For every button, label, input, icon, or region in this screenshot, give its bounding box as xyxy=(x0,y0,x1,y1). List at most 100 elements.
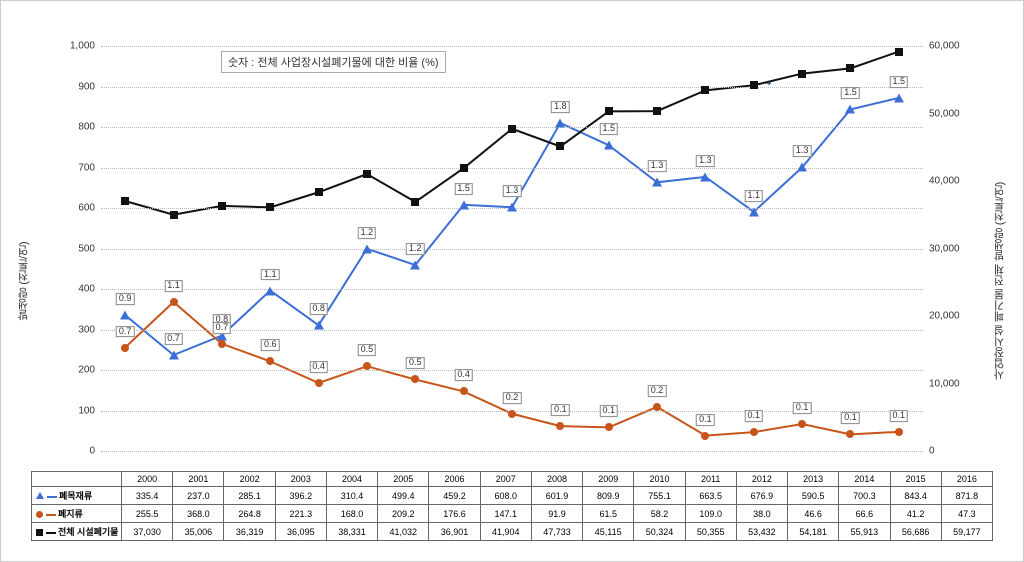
table-cell: 368.0 xyxy=(173,505,224,523)
table-cell: 41,032 xyxy=(378,523,429,541)
table-cell: 221.3 xyxy=(275,505,326,523)
data-marker xyxy=(121,197,129,205)
data-label: 1.5 xyxy=(454,183,473,195)
table-cell: 871.8 xyxy=(941,487,992,505)
data-marker xyxy=(120,311,130,320)
data-label: 1.2 xyxy=(406,243,425,255)
data-marker xyxy=(266,203,274,211)
y-tick-right: 40,000 xyxy=(923,176,960,187)
y-tick-left: 500 xyxy=(78,243,101,254)
data-label: 0.7 xyxy=(213,322,232,334)
gridline xyxy=(101,451,923,452)
data-label: 0.9 xyxy=(116,293,135,305)
data-marker xyxy=(363,170,371,178)
data-marker xyxy=(798,420,806,428)
table-cell: 41.2 xyxy=(890,505,941,523)
y-tick-left: 100 xyxy=(78,405,101,416)
y-tick-left: 400 xyxy=(78,284,101,295)
table-cell: 38,331 xyxy=(326,523,377,541)
data-marker xyxy=(266,357,274,365)
table-year-header: 2011 xyxy=(685,472,736,487)
data-label: 0.7 xyxy=(164,333,183,345)
table-year-header: 2003 xyxy=(275,472,326,487)
data-marker xyxy=(701,432,709,440)
table-cell: 601.9 xyxy=(531,487,582,505)
table-cell: 310.4 xyxy=(326,487,377,505)
data-table: 2000200120022003200420052006200720082009… xyxy=(31,471,993,541)
series-line xyxy=(125,98,899,355)
data-marker xyxy=(315,188,323,196)
chart-inner: 숫자 : 전체 사업장시설폐기물에 대한 비율 (%) 발생량 (천톤/연) 사… xyxy=(11,11,1013,551)
data-label: 0.6 xyxy=(261,339,280,351)
table-year-header: 2007 xyxy=(480,472,531,487)
data-label: 0.5 xyxy=(406,358,425,370)
table-cell: 335.4 xyxy=(122,487,173,505)
data-label: 0.1 xyxy=(599,406,618,418)
data-marker xyxy=(508,125,516,133)
table-series-name: 폐목재류 xyxy=(32,487,122,505)
data-marker xyxy=(652,178,662,187)
table-year-header: 2014 xyxy=(839,472,890,487)
table-series-name: 폐지류 xyxy=(32,505,122,523)
chart-container: 숫자 : 전체 사업장시설폐기물에 대한 비율 (%) 발생량 (천톤/연) 사… xyxy=(0,0,1024,562)
data-marker xyxy=(121,344,129,352)
table-year-header: 2016 xyxy=(941,472,992,487)
data-label: 1.3 xyxy=(696,155,715,167)
table-year-header: 2002 xyxy=(224,472,275,487)
table-cell: 237.0 xyxy=(173,487,224,505)
data-marker xyxy=(701,86,709,94)
data-label: 1.3 xyxy=(648,160,667,172)
table-cell: 47.3 xyxy=(941,505,992,523)
y-tick-right: 0 xyxy=(923,446,935,457)
data-label: 0.8 xyxy=(309,303,328,315)
table-series-name: 전체 시설폐기물 xyxy=(32,523,122,541)
y-tick-left: 0 xyxy=(89,446,101,457)
y-tick-left: 300 xyxy=(78,324,101,335)
data-label: 0.5 xyxy=(358,344,377,356)
data-marker xyxy=(315,379,323,387)
table-cell: 47,733 xyxy=(531,523,582,541)
data-marker xyxy=(894,93,904,102)
data-label: 0.1 xyxy=(841,412,860,424)
data-marker xyxy=(556,422,564,430)
table-cell: 50,324 xyxy=(634,523,685,541)
table-cell: 35,006 xyxy=(173,523,224,541)
y-tick-right: 30,000 xyxy=(923,243,960,254)
data-label: 1.5 xyxy=(890,76,909,88)
table-cell: 53,432 xyxy=(736,523,787,541)
data-marker xyxy=(750,81,758,89)
y-tick-right: 60,000 xyxy=(923,41,960,52)
table-cell: 109.0 xyxy=(685,505,736,523)
data-marker xyxy=(895,48,903,56)
data-marker xyxy=(218,202,226,210)
table-cell: 663.5 xyxy=(685,487,736,505)
data-marker xyxy=(797,163,807,172)
table-cell: 50,355 xyxy=(685,523,736,541)
data-marker xyxy=(846,64,854,72)
data-marker xyxy=(363,362,371,370)
y-tick-left: 900 xyxy=(78,81,101,92)
data-marker xyxy=(507,203,517,212)
data-marker xyxy=(653,403,661,411)
data-marker xyxy=(411,375,419,383)
y-tick-left: 600 xyxy=(78,203,101,214)
data-label: 1.8 xyxy=(551,101,570,113)
table-cell: 700.3 xyxy=(839,487,890,505)
data-marker xyxy=(170,298,178,306)
data-marker xyxy=(169,351,179,360)
data-marker xyxy=(555,118,565,127)
arrow-annotation: → xyxy=(758,73,774,91)
data-marker xyxy=(895,428,903,436)
table-cell: 147.1 xyxy=(480,505,531,523)
plot-area: 01002003004005006007008009001,000010,000… xyxy=(101,46,923,451)
table-cell: 91.9 xyxy=(531,505,582,523)
table-cell: 36,901 xyxy=(429,523,480,541)
data-marker xyxy=(604,141,614,150)
y-axis-right-label: 사업장시설 폐기물 전체 발생량 (천톤/연) xyxy=(992,182,1008,381)
table-cell: 209.2 xyxy=(378,505,429,523)
table-year-header: 2015 xyxy=(890,472,941,487)
table-cell: 41,904 xyxy=(480,523,531,541)
table-cell: 56,686 xyxy=(890,523,941,541)
table-cell: 590.5 xyxy=(788,487,839,505)
data-marker xyxy=(605,423,613,431)
